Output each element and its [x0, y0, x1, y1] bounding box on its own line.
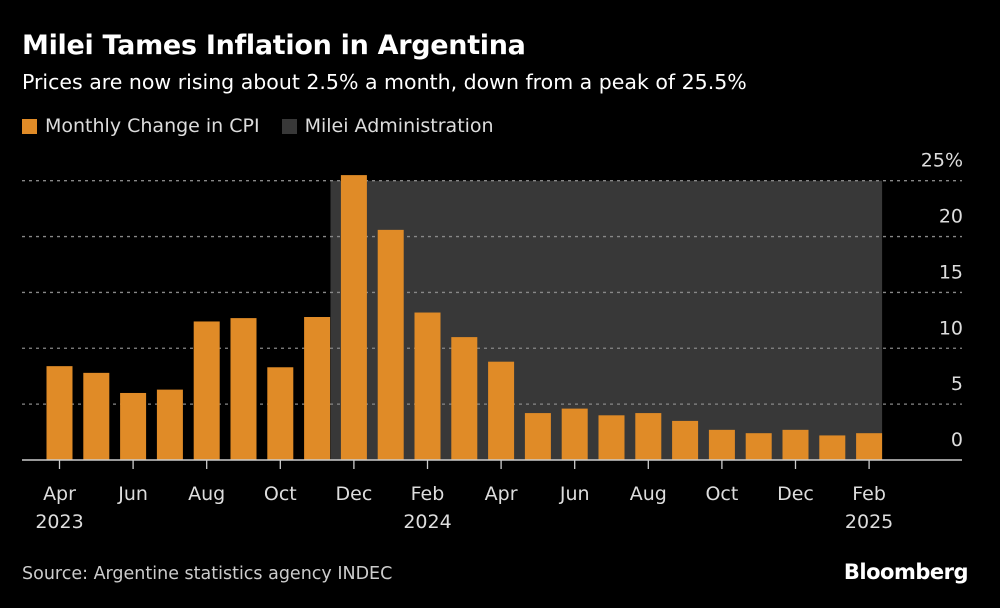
bar-sep-2023	[230, 318, 257, 460]
bar-jun-2024	[561, 408, 588, 460]
bar-dec-2024	[782, 429, 809, 460]
bar-jun-2023	[120, 392, 147, 460]
legend-item-cpi: Monthly Change in CPI	[22, 115, 260, 137]
bloomberg-logo: Bloomberg	[843, 560, 969, 584]
bar-sep-2024	[672, 420, 699, 460]
bar-aug-2024	[635, 413, 662, 460]
x-tick-label-month: Jun	[559, 483, 590, 505]
y-tick-label: 15	[939, 261, 963, 283]
x-tick-label-month: Aug	[630, 483, 667, 505]
bar-jul-2023	[156, 389, 183, 460]
bar-oct-2023	[267, 367, 294, 460]
x-tick-label-month: Feb	[411, 483, 445, 505]
x-tick-label-month: Aug	[188, 483, 225, 505]
bar-oct-2024	[708, 429, 735, 460]
legend-item-milei: Milei Administration	[281, 115, 494, 137]
x-tick-label-month: Feb	[852, 483, 886, 505]
bar-feb-2025	[856, 433, 883, 460]
bar-mar-2024	[451, 337, 478, 460]
y-tick-label: 20	[939, 206, 963, 228]
bar-nov-2024	[745, 433, 772, 460]
y-tick-label: 0	[951, 429, 963, 451]
legend-swatch-milei	[281, 118, 297, 134]
bar-feb-2024	[414, 312, 441, 460]
bar-jul-2024	[598, 415, 625, 460]
y-tick-label: 5	[951, 373, 963, 395]
x-tick-label-month: Apr	[485, 483, 518, 505]
bar-nov-2023	[304, 316, 331, 460]
bar-jan-2025	[819, 435, 846, 460]
y-tick-label: 10	[939, 317, 963, 339]
x-tick-label-month: Dec	[336, 483, 373, 505]
x-tick-label-month: Jun	[117, 483, 148, 505]
y-tick-label: 25%	[921, 150, 963, 172]
chart-title: Milei Tames Inflation in Argentina	[22, 30, 526, 61]
bar-may-2024	[524, 413, 551, 460]
legend-label-milei: Milei Administration	[304, 115, 494, 137]
x-tick-label-month: Dec	[777, 483, 814, 505]
bar-apr-2023	[46, 366, 73, 460]
legend-swatch-cpi	[22, 118, 37, 134]
source-note: Source: Argentine statistics agency INDE…	[22, 564, 393, 584]
legend: Monthly Change in CPI Milei Administrati…	[22, 115, 516, 137]
x-tick-label-year: 2024	[403, 511, 451, 533]
x-tick-label-month: Apr	[43, 483, 76, 505]
bar-jan-2024	[377, 229, 404, 460]
chart-subtitle: Prices are now rising about 2.5% a month…	[22, 70, 747, 94]
bar-dec-2023	[340, 175, 367, 460]
bar-apr-2024	[488, 361, 515, 460]
x-tick-label-month: Oct	[264, 483, 297, 505]
bar-may-2023	[83, 372, 110, 460]
x-tick-label-year: 2023	[35, 511, 83, 533]
legend-label-cpi: Monthly Change in CPI	[45, 115, 260, 137]
x-tick-label-year: 2025	[845, 511, 893, 533]
bar-aug-2023	[193, 321, 220, 460]
x-tick-label-month: Oct	[705, 483, 738, 505]
